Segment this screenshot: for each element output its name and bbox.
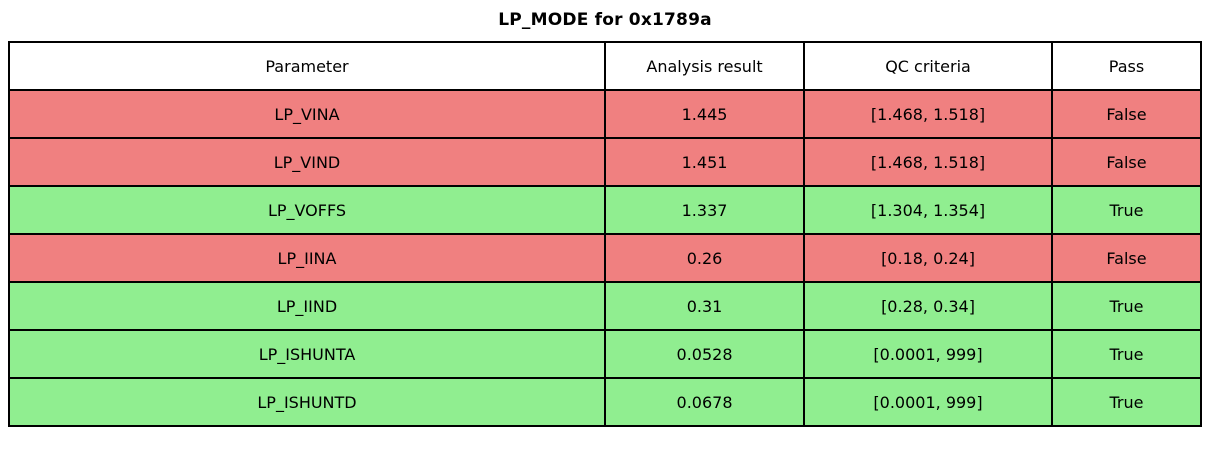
- qc-criteria-cell: [1.304, 1.354]: [803, 185, 1053, 235]
- chart-title: LP_MODE for 0x1789a: [498, 10, 712, 30]
- pass-cell: False: [1050, 137, 1203, 187]
- pass-cell: False: [1050, 89, 1203, 139]
- qc-criteria-cell: [0.18, 0.24]: [803, 233, 1053, 283]
- pass-cell: True: [1050, 377, 1203, 427]
- parameter-cell: LP_IIND: [8, 281, 606, 331]
- analysis-result-cell: 0.31: [603, 281, 806, 331]
- table-row: LP_IIND 0.31 [0.28, 0.34] True: [8, 281, 1203, 331]
- analysis-result-cell: 0.0528: [603, 329, 806, 379]
- column-header-parameter: Parameter: [8, 41, 606, 91]
- parameter-cell: LP_IINA: [8, 233, 606, 283]
- parameter-cell: LP_ISHUNTD: [8, 377, 606, 427]
- header-row: Parameter Analysis result QC criteria Pa…: [8, 41, 1203, 91]
- analysis-result-cell: 1.337: [603, 185, 806, 235]
- column-header-qc-criteria: QC criteria: [803, 41, 1053, 91]
- table-body: LP_VINA 1.445 [1.468, 1.518] False LP_VI…: [8, 89, 1203, 427]
- analysis-result-cell: 1.445: [603, 89, 806, 139]
- qc-criteria-cell: [1.468, 1.518]: [803, 89, 1053, 139]
- table-header: Parameter Analysis result QC criteria Pa…: [8, 41, 1203, 91]
- table-row: LP_VOFFS 1.337 [1.304, 1.354] True: [8, 185, 1203, 235]
- qc-criteria-cell: [0.28, 0.34]: [803, 281, 1053, 331]
- parameter-cell: LP_VIND: [8, 137, 606, 187]
- parameter-cell: LP_ISHUNTA: [8, 329, 606, 379]
- pass-cell: True: [1050, 329, 1203, 379]
- pass-cell: True: [1050, 185, 1203, 235]
- table-row: LP_VINA 1.445 [1.468, 1.518] False: [8, 89, 1203, 139]
- analysis-result-cell: 0.0678: [603, 377, 806, 427]
- qc-criteria-cell: [1.468, 1.518]: [803, 137, 1053, 187]
- table-row: LP_ISHUNTD 0.0678 [0.0001, 999] True: [8, 377, 1203, 427]
- column-header-pass: Pass: [1050, 41, 1203, 91]
- analysis-result-cell: 0.26: [603, 233, 806, 283]
- analysis-result-cell: 1.451: [603, 137, 806, 187]
- pass-cell: False: [1050, 233, 1203, 283]
- table-row: LP_ISHUNTA 0.0528 [0.0001, 999] True: [8, 329, 1203, 379]
- parameter-cell: LP_VINA: [8, 89, 606, 139]
- table-row: LP_IINA 0.26 [0.18, 0.24] False: [8, 233, 1203, 283]
- qc-results-table: Parameter Analysis result QC criteria Pa…: [8, 41, 1203, 427]
- parameter-cell: LP_VOFFS: [8, 185, 606, 235]
- table-row: LP_VIND 1.451 [1.468, 1.518] False: [8, 137, 1203, 187]
- pass-cell: True: [1050, 281, 1203, 331]
- qc-criteria-cell: [0.0001, 999]: [803, 329, 1053, 379]
- qc-criteria-cell: [0.0001, 999]: [803, 377, 1053, 427]
- column-header-analysis-result: Analysis result: [603, 41, 806, 91]
